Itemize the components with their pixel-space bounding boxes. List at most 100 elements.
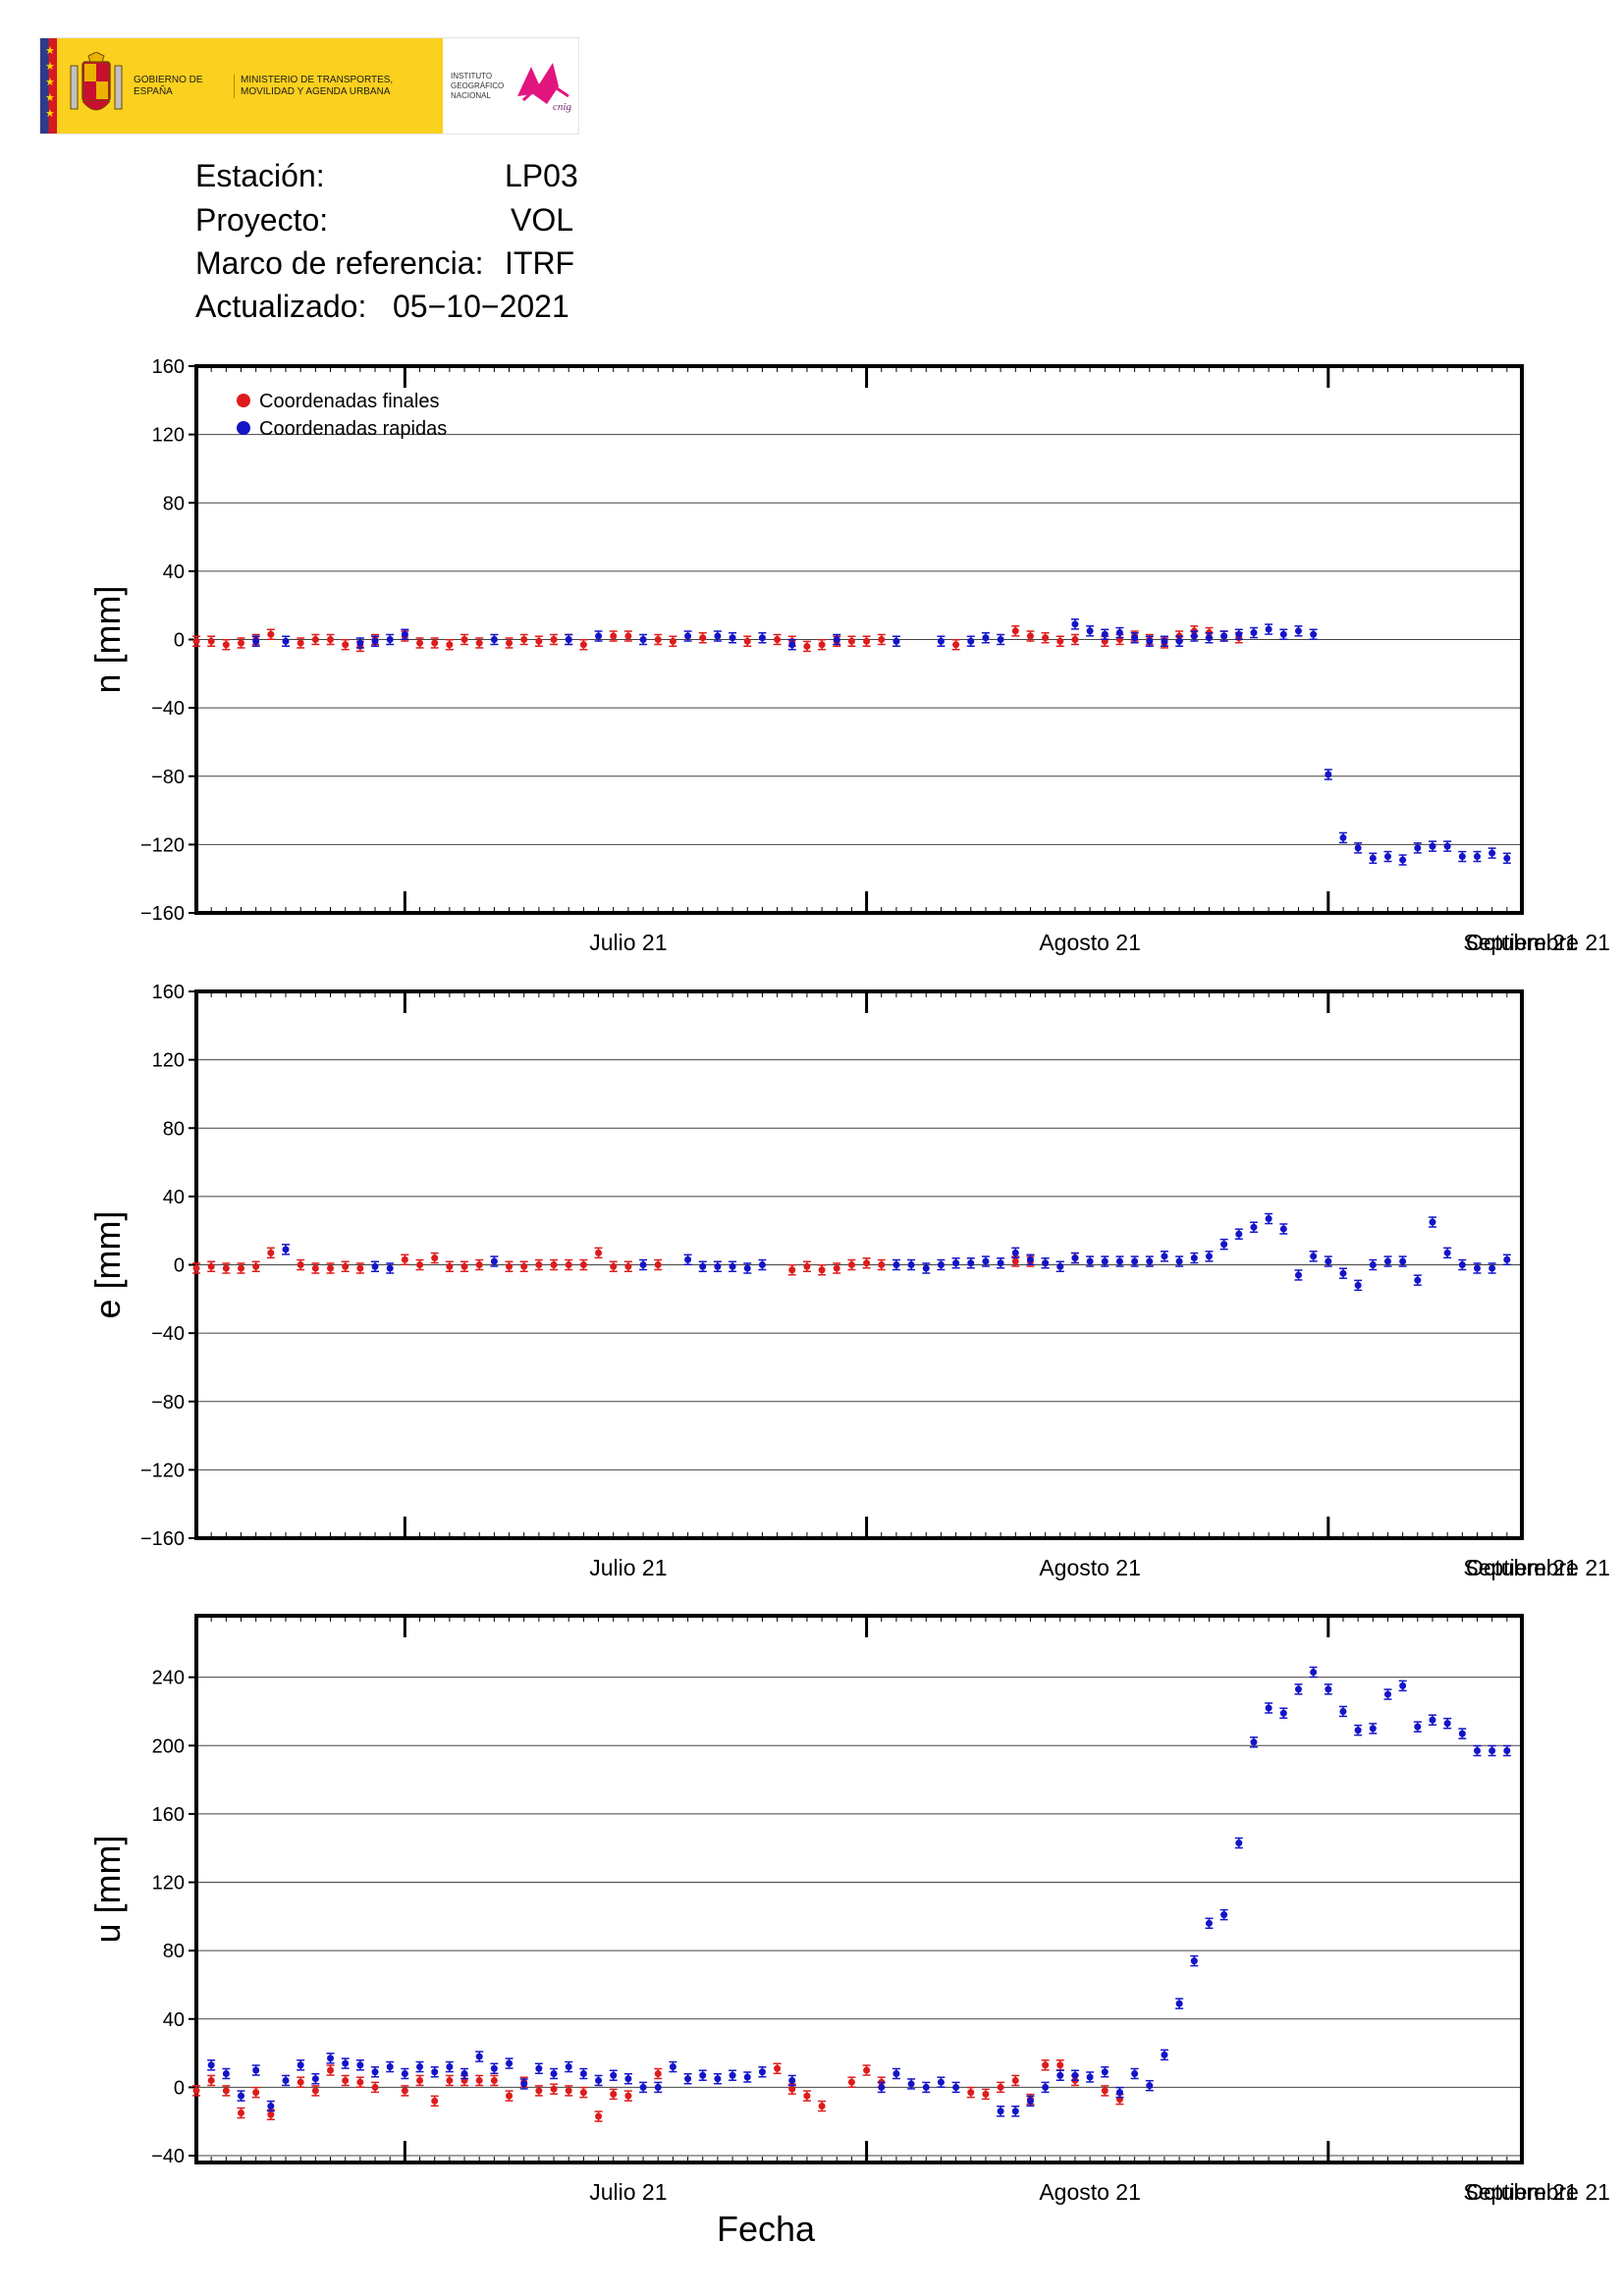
data-point <box>506 2092 514 2100</box>
data-point <box>356 2078 364 2086</box>
data-point <box>997 2083 1004 2091</box>
ign-label: INSTITUTO GEOGRÁFICO NACIONAL <box>451 71 505 100</box>
data-point <box>1383 1257 1391 1265</box>
data-point <box>1011 2108 1019 2115</box>
data-point <box>192 637 200 645</box>
data-point <box>327 2055 335 2062</box>
data-point <box>1026 632 1034 640</box>
data-point <box>922 2083 930 2091</box>
data-point <box>967 1259 975 1267</box>
legend-label: Coordenadas finales <box>259 391 439 412</box>
y-tick-label: 0 <box>174 2077 185 2099</box>
data-point <box>1265 1215 1272 1223</box>
data-point <box>893 2069 900 2077</box>
data-point <box>743 1264 751 1272</box>
data-point <box>475 2053 483 2060</box>
x-tick-label: Agosto 21 <box>1039 930 1141 955</box>
data-point <box>267 1249 275 1256</box>
data-point <box>222 2087 230 2095</box>
data-point <box>1429 1218 1436 1226</box>
data-point <box>446 1262 454 1270</box>
data-point <box>431 2097 439 2105</box>
data-point <box>1235 630 1243 638</box>
data-point <box>788 641 796 649</box>
data-point <box>1279 1225 1287 1233</box>
data-point <box>878 636 886 643</box>
data-point <box>1369 1725 1377 1733</box>
updated-label: Actualizado: <box>195 289 367 324</box>
data-point <box>1503 1747 1511 1755</box>
data-point <box>1339 833 1347 841</box>
data-point <box>1354 1727 1362 1735</box>
x-tick-label: Octubre 21 <box>1466 1555 1578 1580</box>
data-point <box>610 1262 618 1270</box>
data-point <box>297 1261 304 1268</box>
data-point <box>490 636 498 643</box>
data-point <box>1086 1257 1094 1265</box>
data-point <box>431 2068 439 2076</box>
data-point <box>1310 630 1318 638</box>
data-point <box>893 637 900 645</box>
chart-panel-2: −160 −120 −80 −40 0 40 80 120 160 Julio 21 Agosto … <box>87 982 1610 1580</box>
data-point <box>1443 1720 1451 1728</box>
data-point <box>1414 844 1422 852</box>
data-point <box>1473 1264 1481 1272</box>
data-point <box>1042 2061 1050 2069</box>
data-point <box>401 2069 408 2077</box>
data-point <box>1310 1668 1318 1676</box>
x-tick-label: Julio 21 <box>589 930 667 955</box>
data-point <box>1458 1261 1466 1268</box>
data-point <box>997 2108 1004 2115</box>
data-point <box>1443 842 1451 850</box>
data-point <box>1325 1685 1332 1693</box>
data-point <box>1265 1704 1272 1712</box>
y-tick-label: −80 <box>151 1392 185 1414</box>
y-tick-label: 80 <box>163 493 185 514</box>
data-point <box>1310 1253 1318 1260</box>
data-point <box>1042 2083 1050 2091</box>
data-point <box>847 2078 855 2086</box>
data-point <box>356 1264 364 1272</box>
y-tick-label: −40 <box>151 698 185 720</box>
data-point <box>535 2064 543 2072</box>
y-tick-label: −40 <box>151 2146 185 2167</box>
data-point <box>1220 632 1228 640</box>
data-point <box>327 636 335 643</box>
data-point <box>386 1264 394 1272</box>
data-point <box>1473 853 1481 861</box>
data-point <box>595 1249 603 1256</box>
data-point <box>639 2083 647 2091</box>
data-point <box>937 1261 945 1268</box>
data-point <box>431 639 439 647</box>
y-tick-label: 120 <box>152 425 185 447</box>
data-point <box>1383 1690 1391 1698</box>
data-point <box>1325 1257 1332 1265</box>
data-point <box>238 2092 245 2100</box>
project-label: Proyecto: <box>195 202 329 238</box>
data-point <box>1071 636 1079 643</box>
data-point <box>967 637 975 645</box>
data-point <box>1503 1255 1511 1263</box>
data-point <box>788 2085 796 2093</box>
x-axis-label: Fecha <box>717 2209 816 2249</box>
data-point <box>222 2069 230 2077</box>
data-point <box>937 637 945 645</box>
data-point <box>371 2083 379 2091</box>
data-point <box>342 2076 350 2084</box>
data-point <box>490 1257 498 1265</box>
y-tick-label: −160 <box>140 903 185 925</box>
data-point <box>788 2076 796 2084</box>
data-point <box>550 1261 558 1268</box>
data-point <box>1161 1253 1168 1260</box>
data-point <box>610 2071 618 2079</box>
data-point <box>878 1261 886 1268</box>
data-point <box>311 636 319 643</box>
data-point <box>774 636 782 643</box>
data-point <box>311 1264 319 1272</box>
data-point <box>1235 1840 1243 1847</box>
data-point <box>1011 1257 1019 1265</box>
data-point <box>684 632 692 640</box>
data-point <box>1190 1957 1198 1965</box>
data-point <box>565 1261 572 1268</box>
data-point <box>624 1262 632 1270</box>
